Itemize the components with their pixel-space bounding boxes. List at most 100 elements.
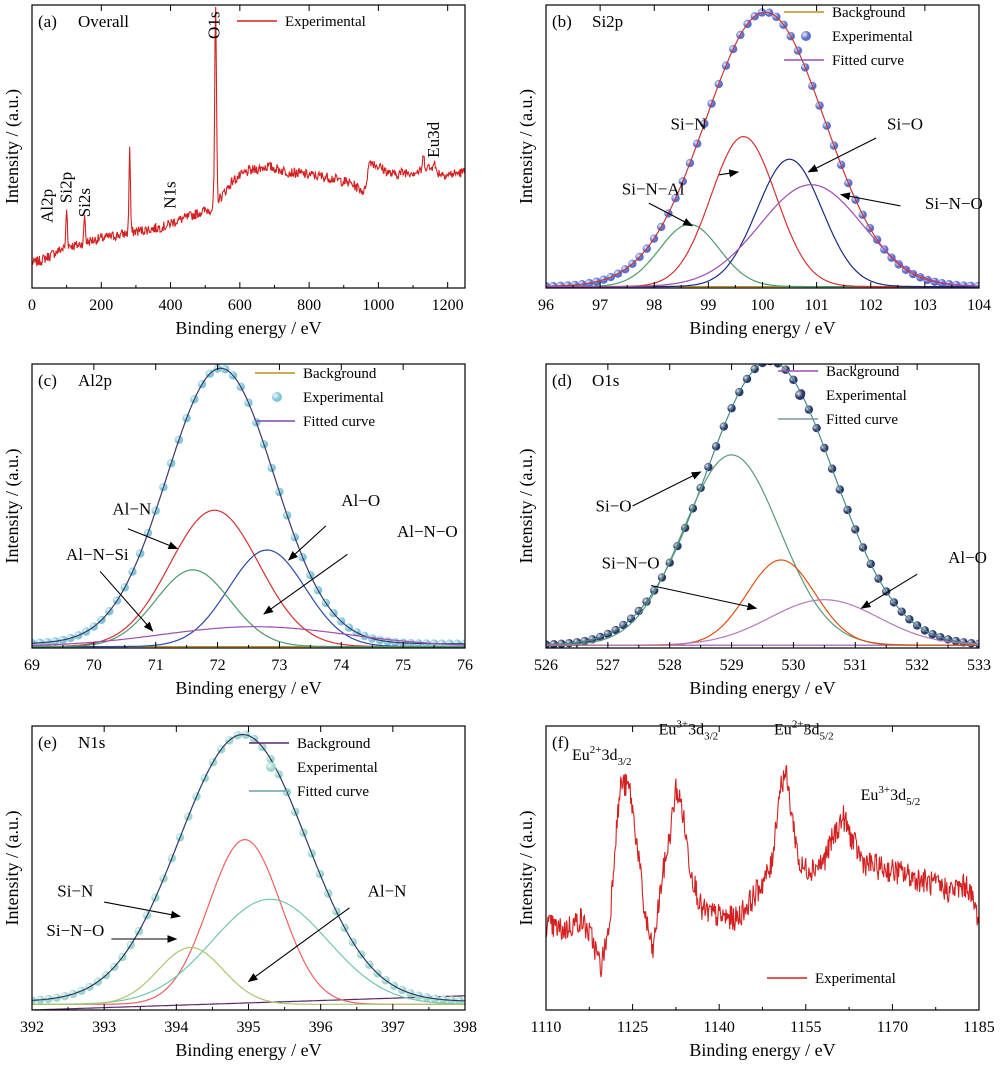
x-tick-label: 398: [453, 1019, 477, 1036]
series-si-o: [546, 158, 979, 288]
panel-b: 96 97 98 99 100 101 102 103 104 Binding energy / …: [516, 4, 991, 338]
series-si-n: [546, 135, 979, 288]
x-tick-label: 75: [395, 657, 411, 674]
panel-title: Al2p: [78, 371, 112, 390]
peak-annotation: Si−N−O: [925, 194, 983, 213]
x-tick-label: 103: [913, 297, 937, 314]
plot-frame: [31, 4, 466, 289]
series-fitted-curve: [546, 11, 979, 287]
legend-dot-highlight: [266, 762, 276, 772]
peak-annotation: Al−N−O: [397, 522, 458, 541]
legend-entry: Experimental: [815, 971, 896, 987]
x-tick-label: 100: [751, 297, 775, 314]
panel-d: 526 527 528 529 530 531 532 533 Binding energy /…: [516, 363, 991, 698]
annotation-subscript: 5/2: [906, 796, 920, 808]
peak-annotation: Eu3+3d3/2: [659, 719, 719, 743]
series-experimental-dots: [32, 730, 465, 1005]
legend-dot-highlight: [801, 31, 811, 41]
y-axis-label: Intensity / (a.u.): [516, 449, 537, 564]
legend-entry: Fitted curve: [303, 414, 375, 430]
legend-entry: Experimental: [297, 760, 378, 776]
x-tick-label: 1200: [432, 297, 464, 314]
panel-label: (b): [552, 12, 572, 31]
x-axis-label: Binding energy / eV: [175, 678, 321, 698]
y-axis-label: Intensity / (a.u.): [2, 89, 23, 204]
legend-entry: Fitted curve: [826, 412, 898, 428]
peak-annotation: N1s: [161, 181, 180, 208]
series-al-n-o: [32, 626, 465, 647]
annotations: Si−O Si−N−O Al−O: [595, 471, 987, 611]
legend-entry: Experimental: [303, 390, 384, 406]
legend-dot-highlight: [272, 392, 282, 402]
peak-annotation: Si−N−O: [46, 921, 104, 940]
x-tick-label: 396: [309, 1019, 333, 1036]
peak-annotation: Eu3d: [424, 121, 443, 157]
x-tick-label: 74: [333, 657, 349, 674]
annotation-orbital: 3d: [688, 722, 704, 739]
panel-label: (e): [38, 733, 57, 752]
x-tick-label: 395: [237, 1019, 261, 1036]
panel-e: 392 393 394 395 396 397 398 Binding energy / eV…: [2, 725, 477, 1060]
x-tick-label: 96: [538, 297, 554, 314]
x-tick-label: 532: [905, 657, 929, 674]
x-axis-label: Binding energy / eV: [689, 318, 835, 338]
x-tick-label: 97: [592, 297, 608, 314]
peak-annotation: Si2s: [75, 188, 94, 217]
peak-annotation: Si2p: [57, 172, 76, 203]
series-al-o: [32, 549, 465, 648]
annotation-element: Eu: [774, 722, 792, 739]
annotation-element: Eu: [659, 722, 677, 739]
series-si-o: [546, 454, 979, 646]
annotation-superscript: 3+: [676, 719, 688, 731]
legend: Background Experimental Fitted curve: [784, 5, 913, 69]
panel-label: (c): [38, 371, 57, 390]
annotation-subscript: 3/2: [617, 756, 631, 768]
annotation-arrow: [263, 553, 348, 615]
x-axis-label: Binding energy / eV: [689, 678, 835, 698]
peak-annotation: Si−O: [887, 115, 923, 134]
panel-f: 1110 1125 1140 1155 1170 1185 Binding energy /…: [516, 719, 995, 1060]
legend: Background Experimental Fitted curve: [255, 366, 384, 430]
x-tick-label: 1155: [790, 1019, 821, 1036]
legend: Experimental: [237, 14, 366, 30]
annotation-arrow: [807, 137, 877, 173]
peak-annotation: Eu2+3d3/2: [572, 744, 632, 768]
panel-c: 69 70 71 72 73 74 75 76 Binding energy / eV Inten…: [2, 363, 473, 698]
series-fitted-curve: [32, 367, 465, 645]
annotation-superscript: 2+: [590, 744, 602, 756]
annotation-element: Eu: [572, 747, 590, 764]
legend-entry: Background: [826, 364, 900, 380]
x-tick-label: 101: [805, 297, 829, 314]
peak-annotation: Al2p: [38, 189, 57, 223]
x-axis-label: Binding energy / eV: [175, 1040, 321, 1060]
x-tick-label: 527: [596, 657, 620, 674]
annotation-arrow: [287, 525, 327, 561]
x-tick-label: 393: [92, 1019, 116, 1036]
x-tick-label: 531: [843, 657, 867, 674]
x-tick-label: 71: [148, 657, 164, 674]
annotation-arrow: [104, 901, 181, 919]
annotation-arrow: [648, 202, 694, 227]
plot-frame: [545, 725, 980, 1011]
legend: Background Experimental Fitted curve: [249, 736, 378, 800]
annotation-superscript: 3+: [878, 784, 890, 796]
annotation-subscript: 3/2: [704, 731, 718, 743]
legend-entry: Fitted curve: [832, 53, 904, 69]
x-tick-label: 200: [89, 297, 113, 314]
annotation-subscript: 5/2: [820, 731, 834, 743]
panel-title: N1s: [78, 733, 105, 752]
annotation-arrow: [860, 573, 918, 609]
x-tick-label: 104: [967, 297, 991, 314]
legend-entry: Background: [297, 736, 371, 752]
x-tick-label: 0: [28, 297, 36, 314]
legend-entry: Background: [303, 366, 377, 382]
y-axis-label: Intensity / (a.u.): [2, 811, 23, 926]
annotations: Al−N Al−N−Si Al−O Al−N−O: [66, 491, 458, 632]
plot-area: [32, 6, 465, 267]
x-tick-label: 1170: [877, 1019, 908, 1036]
x-tick-label: 98: [646, 297, 662, 314]
series-fitted-curve: [546, 364, 979, 646]
annotation-orbital: 3d: [601, 747, 617, 764]
